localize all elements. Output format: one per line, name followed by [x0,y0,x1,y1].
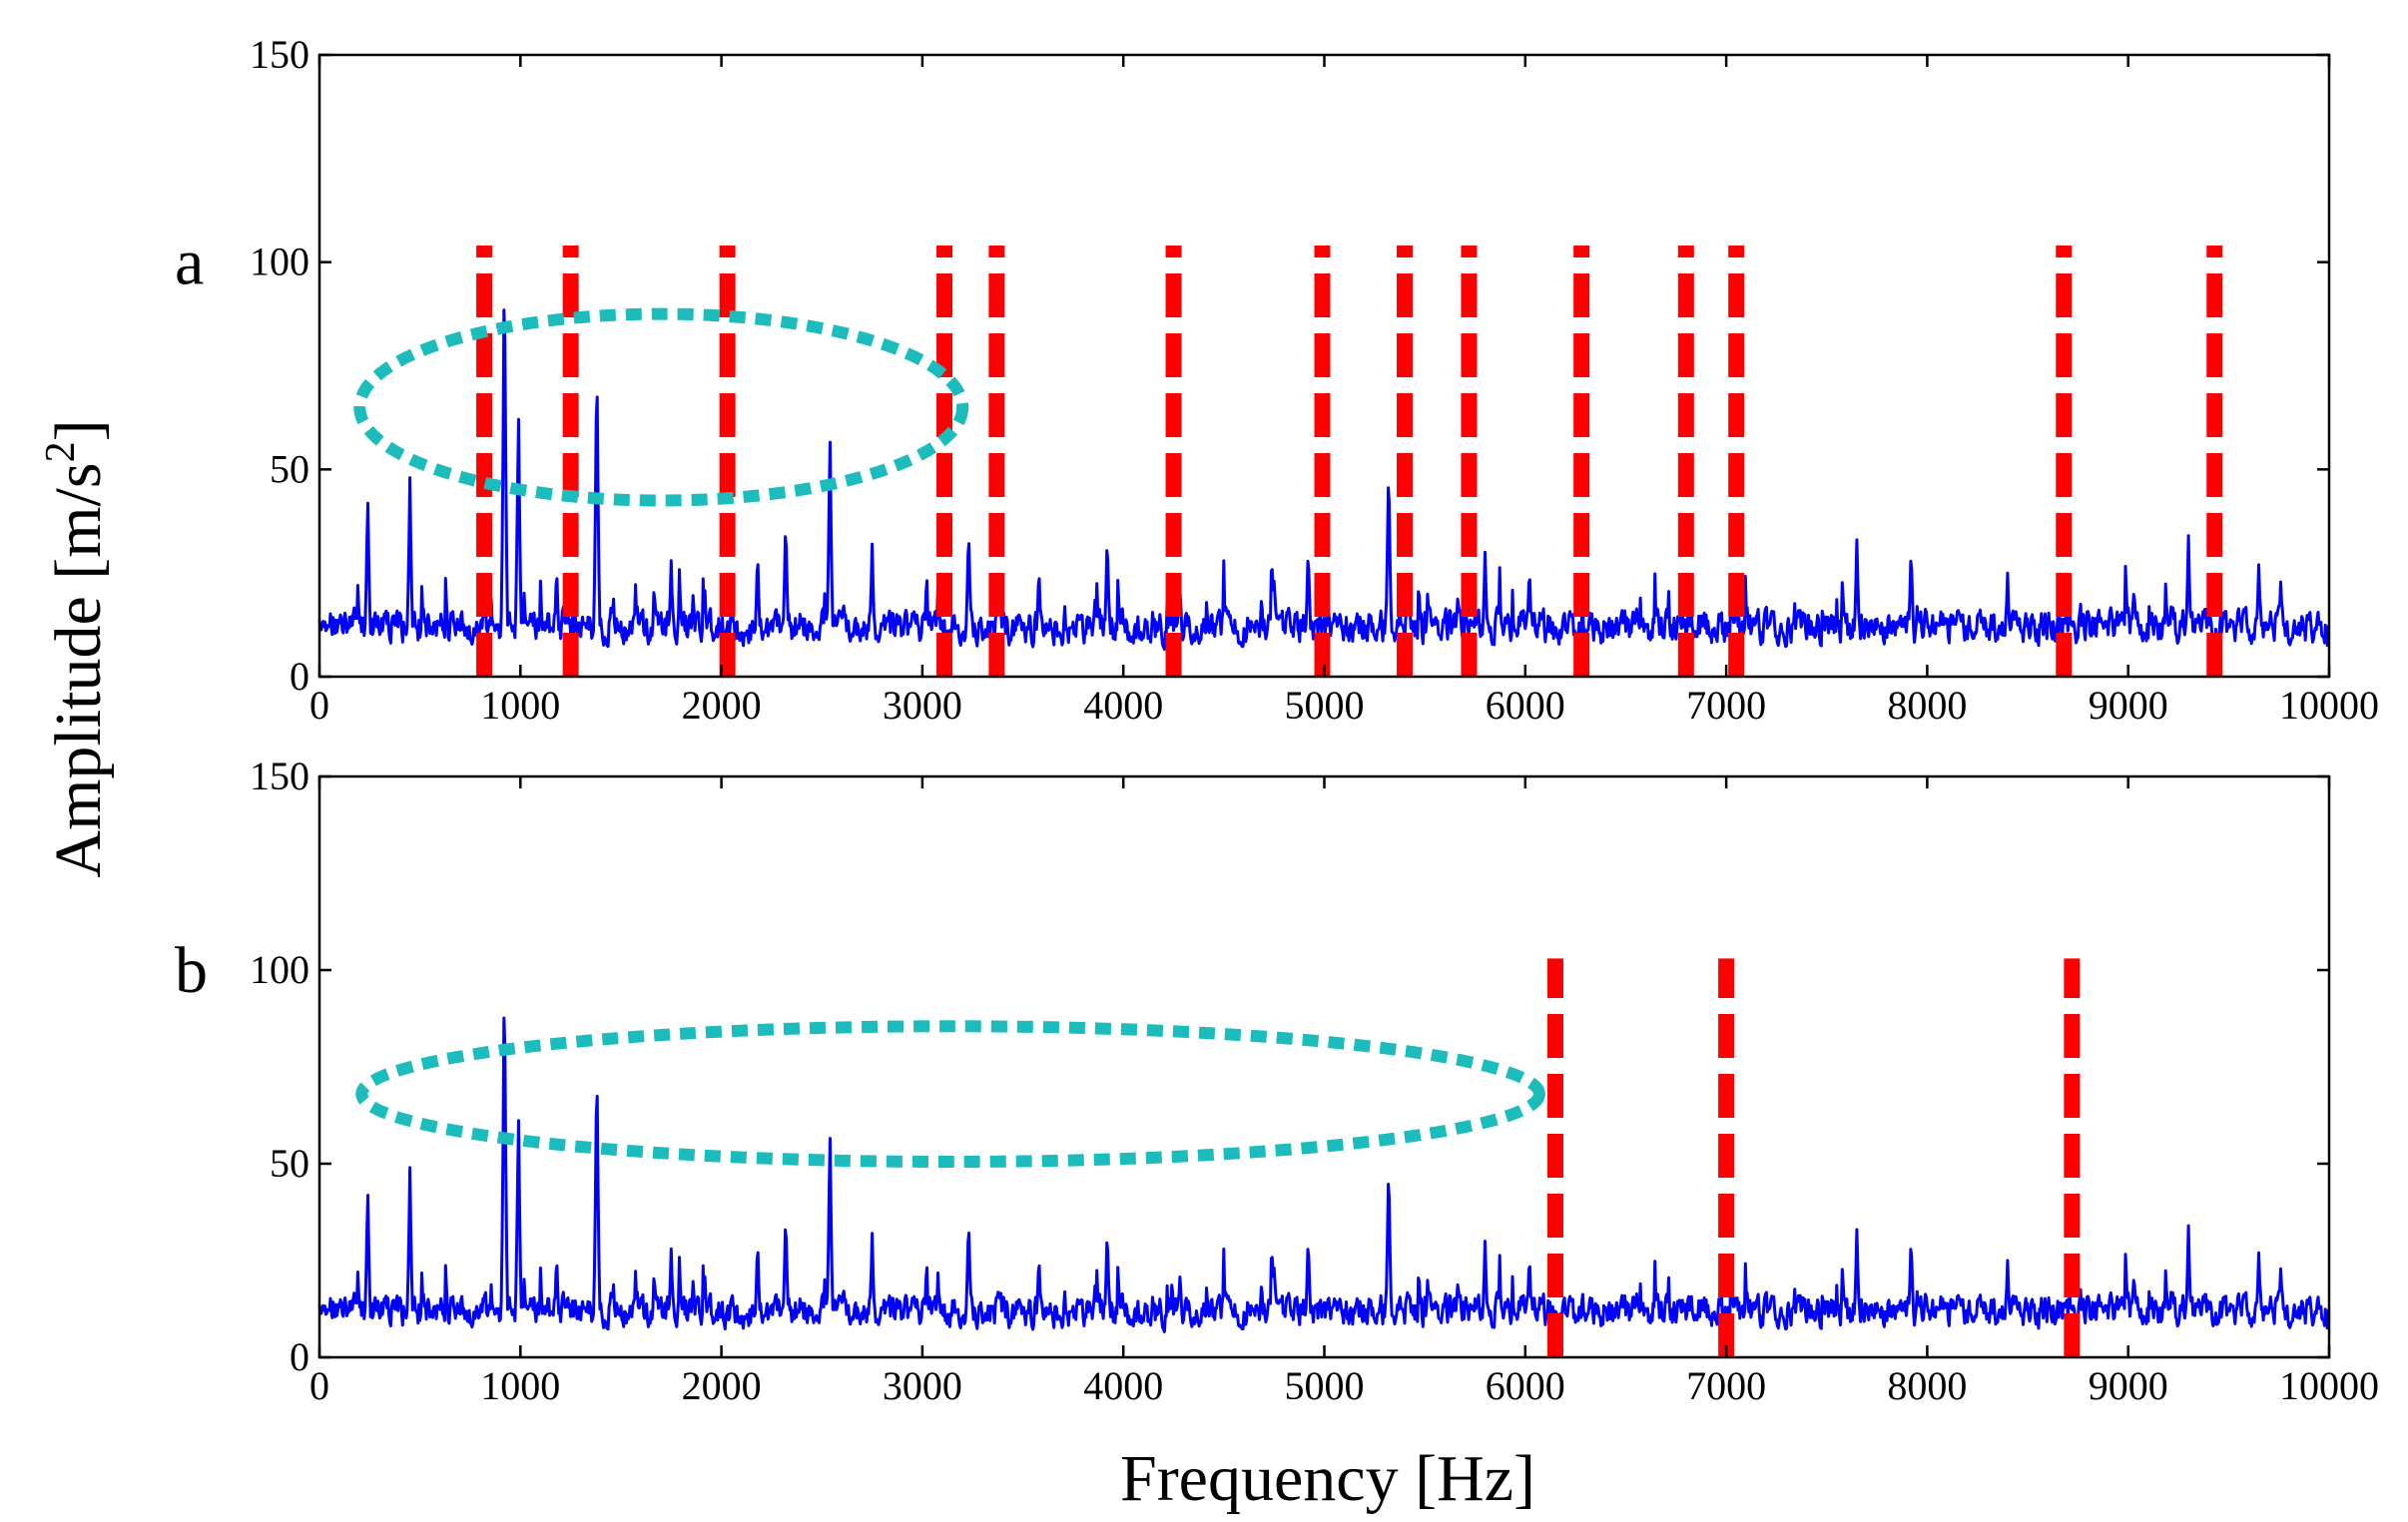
x-tick-label: 10000 [2279,683,2379,728]
panel-label: b [175,934,208,1007]
y-tick-label: 100 [250,240,309,284]
x-tick-label: 9000 [2089,1363,2168,1408]
x-tick-label: 1000 [480,683,560,728]
x-tick-label: 3000 [883,683,962,728]
y-tick-label: 150 [250,754,309,798]
x-tick-label: 2000 [682,683,762,728]
y-tick-label: 0 [290,1334,309,1379]
y-tick-label: 50 [270,1141,309,1186]
highlight-ellipse [355,1020,1545,1169]
x-tick-label: 6000 [1486,683,1565,728]
panel-label: a [175,227,204,299]
x-tick-label: 1000 [480,1363,560,1408]
highlight-ellipse [353,307,969,507]
x-tick-label: 7000 [1686,1363,1766,1408]
x-tick-label: 8000 [1887,1363,1967,1408]
y-tick-label: 50 [270,446,309,491]
y-tick-label: 150 [250,32,309,77]
x-tick-label: 10000 [2279,1363,2379,1408]
x-tick-label: 0 [309,683,329,728]
x-tick-label: 9000 [2089,683,2168,728]
x-tick-label: 4000 [1083,1363,1163,1408]
panel-b-chart: 0 1000 2000 3000 4000 5000 6000 7000 8000 9000 100… [175,754,2379,1408]
panel-a-chart: 0 1000 2000 3000 4000 5000 6000 7000 8000 9000 100… [175,32,2379,728]
x-tick-label: 6000 [1486,1363,1565,1408]
x-tick-label: 7000 [1686,683,1766,728]
x-tick-label: 5000 [1285,683,1365,728]
spectrum-series-line [317,308,2331,652]
x-tick-label: 0 [309,1363,329,1408]
y-axis-title-exponent: 2 [38,441,84,462]
x-tick-label: 2000 [682,1363,762,1408]
y-axis-title: Amplitude [m/s2] [38,419,115,877]
x-tick-label: 4000 [1083,683,1163,728]
y-axis-title-main: Amplitude [m/s [42,462,115,877]
y-tick-label: 0 [290,654,309,699]
y-axis-title-end: ] [42,419,115,441]
x-tick-label: 5000 [1285,1363,1365,1408]
x-tick-label: 3000 [883,1363,962,1408]
y-tick-label: 100 [250,947,309,992]
x-tick-label: 8000 [1887,683,1967,728]
spectrum-series-line [317,1016,2331,1333]
x-axis-title: Frequency [Hz] [1120,1442,1535,1515]
